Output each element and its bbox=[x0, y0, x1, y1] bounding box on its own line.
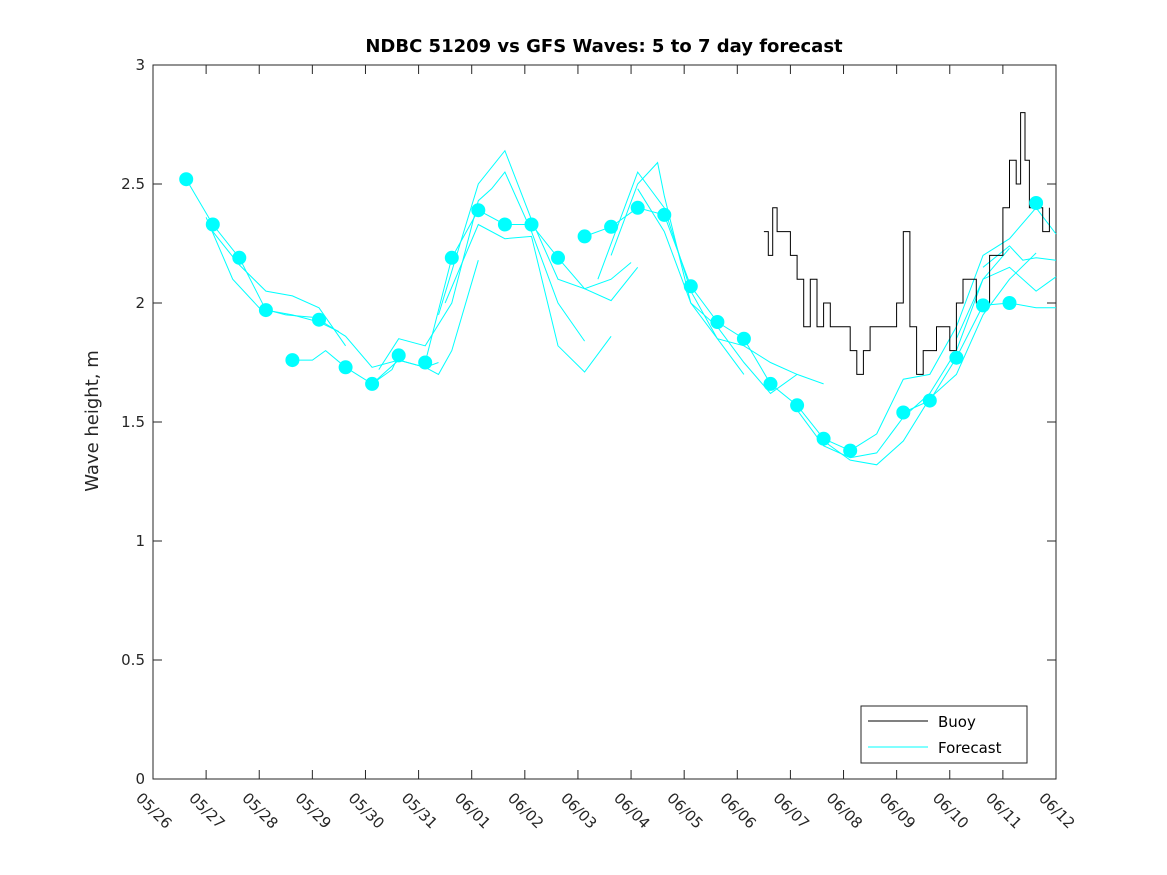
forecast-line bbox=[378, 171, 586, 370]
forecast-point bbox=[816, 431, 831, 446]
y-tick-label: 1 bbox=[135, 532, 145, 550]
x-tick-label: 06/01 bbox=[451, 789, 494, 832]
forecast-line bbox=[438, 149, 632, 316]
legend: Buoy Forecast bbox=[860, 705, 1028, 764]
legend-buoy-label: Buoy bbox=[938, 713, 976, 731]
forecast-line bbox=[597, 171, 745, 375]
forecast-line bbox=[444, 223, 612, 373]
forecast-point bbox=[524, 217, 539, 232]
y-tick-label: 2 bbox=[135, 294, 145, 312]
forecast-point bbox=[657, 207, 672, 222]
x-tick-label: 06/06 bbox=[716, 789, 759, 832]
forecast-point bbox=[338, 360, 353, 375]
x-tick-label: 06/05 bbox=[663, 789, 706, 832]
y-tick-label: 2.5 bbox=[121, 175, 145, 193]
x-tick-label: 06/11 bbox=[982, 789, 1025, 832]
x-tick-label: 06/03 bbox=[557, 789, 600, 832]
forecast-point bbox=[790, 398, 805, 413]
x-tick-label: 06/04 bbox=[610, 789, 653, 832]
y-tick-label: 0 bbox=[135, 770, 145, 788]
x-tick-label: 06/12 bbox=[1035, 789, 1078, 832]
forecast-point bbox=[312, 312, 326, 327]
forecast-point bbox=[577, 229, 592, 244]
forecast-line bbox=[823, 252, 1037, 466]
forecast-line bbox=[955, 266, 1057, 339]
forecast-point bbox=[1002, 296, 1017, 310]
forecast-point bbox=[258, 303, 273, 318]
forecast-point bbox=[763, 376, 778, 391]
forecast-line bbox=[205, 217, 313, 318]
x-tick-label: 05/29 bbox=[292, 789, 335, 832]
y-tick-label: 1.5 bbox=[121, 413, 145, 431]
y-axis-label: Wave height, m bbox=[82, 350, 103, 491]
x-tick-label: 05/26 bbox=[132, 789, 175, 832]
legend-frame bbox=[860, 705, 1028, 764]
forecast-point bbox=[497, 217, 512, 232]
forecast-point bbox=[922, 393, 937, 408]
x-tick-label: 05/27 bbox=[185, 789, 228, 832]
forecast-point bbox=[896, 405, 911, 420]
forecast-point bbox=[551, 250, 565, 265]
forecast-line bbox=[982, 245, 1057, 268]
forecast-point bbox=[205, 217, 220, 232]
forecast-point bbox=[444, 250, 459, 265]
x-tick-label: 06/08 bbox=[823, 789, 866, 832]
forecast-point bbox=[710, 315, 725, 329]
forecast-line bbox=[424, 209, 639, 363]
x-tick-label: 05/28 bbox=[238, 789, 281, 832]
forecast-line bbox=[849, 207, 1057, 452]
forecast-point bbox=[418, 355, 433, 370]
forecast-point bbox=[471, 203, 486, 218]
y-tick-label: 0.5 bbox=[121, 651, 145, 669]
forecast-point bbox=[736, 331, 751, 346]
forecast-point bbox=[976, 298, 990, 313]
forecast-point bbox=[391, 348, 406, 363]
legend-forecast-label: Forecast bbox=[938, 739, 1002, 757]
x-tick-label: 06/07 bbox=[770, 789, 813, 832]
buoy-line bbox=[763, 112, 1050, 375]
x-tick-label: 06/09 bbox=[876, 789, 919, 832]
y-tick-label: 3 bbox=[135, 56, 145, 74]
forecast-point bbox=[630, 200, 645, 215]
x-tick-label: 06/10 bbox=[929, 789, 972, 832]
forecast-point bbox=[232, 250, 247, 265]
forecast-point bbox=[179, 172, 194, 187]
forecast-point bbox=[1029, 196, 1044, 210]
x-tick-label: 05/31 bbox=[398, 789, 441, 832]
forecast-line bbox=[371, 260, 479, 385]
chart-title: NDBC 51209 vs GFS Waves: 5 to 7 day fore… bbox=[365, 36, 843, 57]
forecast-point bbox=[683, 279, 698, 294]
forecast-point bbox=[365, 376, 380, 391]
forecast-line bbox=[584, 207, 851, 452]
forecast-point bbox=[843, 443, 858, 458]
axes-frame bbox=[152, 64, 1057, 780]
x-tick-label: 05/30 bbox=[345, 789, 388, 832]
forecast-line bbox=[610, 161, 824, 385]
forecast-point bbox=[285, 353, 300, 368]
forecast-point bbox=[604, 219, 619, 234]
x-tick-label: 06/02 bbox=[504, 789, 547, 832]
forecast-point bbox=[949, 350, 964, 365]
